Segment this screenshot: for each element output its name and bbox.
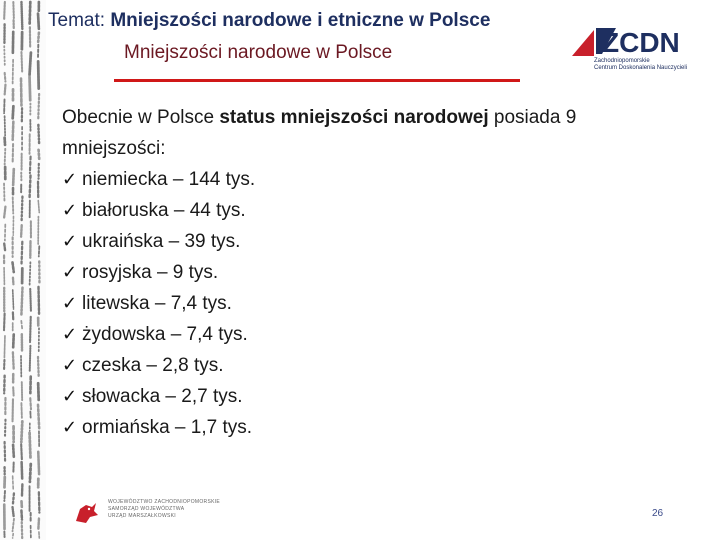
check-icon: ✓: [62, 262, 78, 283]
minority-label: rosyjska – 9 tys.: [82, 262, 219, 283]
intro-text-start: Obecnie w Polsce: [62, 107, 220, 128]
intro-text-end: posiada 9 mniejszości:: [62, 107, 577, 159]
minority-list: ✓ niemiecka – 144 tys. ✓ białoruska – 44 ty…: [62, 164, 662, 443]
logo-subtitle-line2: Centrum Doskonalenia Nauczycieli: [594, 65, 688, 71]
logo-red-triangle: [572, 30, 594, 56]
minority-item: ✓ ukraińska – 39 tys.: [62, 226, 662, 257]
slide-subtitle: Mniejszości narodowe w Polsce: [124, 42, 393, 63]
minority-label: niemiecka – 144 tys.: [82, 169, 256, 190]
minority-label: żydowska – 7,4 tys.: [82, 324, 248, 345]
check-icon: ✓: [62, 231, 78, 252]
logo-blue-shape: [596, 28, 616, 54]
minority-label: ormiańska – 1,7 tys.: [82, 417, 253, 438]
title-underline: [114, 79, 520, 82]
intro-text-bold: status mniejszości narodowej: [219, 107, 489, 128]
check-icon: ✓: [62, 355, 78, 376]
check-icon: ✓: [62, 386, 78, 407]
footer-logo-line3: URZĄD MARSZAŁKOWSKI: [108, 513, 176, 519]
minority-item: ✓ żydowska – 7,4 tys.: [62, 319, 662, 350]
minority-label: czeska – 2,8 tys.: [82, 355, 224, 376]
check-icon: ✓: [62, 169, 78, 190]
footer-logo-line2: SAMORZĄD WOJEWÓDZTWA: [108, 506, 185, 512]
page-number: 26: [652, 508, 664, 519]
minority-label: ukraińska – 39 tys.: [82, 231, 241, 252]
minority-item: ✓ niemiecka – 144 tys.: [62, 164, 662, 195]
minority-label: słowacka – 2,7 tys.: [82, 386, 243, 407]
slide-title: Temat: Mniejszości narodowe i etniczne w…: [48, 10, 490, 32]
title-prefix: Temat:: [48, 10, 111, 31]
griffin-crest-icon: [76, 503, 98, 523]
check-icon: ✓: [62, 417, 78, 438]
check-icon: ✓: [62, 200, 78, 221]
intro-paragraph: Obecnie w Polsce status mniejszości naro…: [62, 102, 662, 164]
minority-item: ✓ ormiańska – 1,7 tys.: [62, 412, 662, 443]
handwriting-image: [2, 0, 41, 540]
title-topic: Mniejszości narodowe i etniczne w Polsce: [110, 10, 491, 31]
minority-item: ✓ czeska – 2,8 tys.: [62, 350, 662, 381]
manuscript-decoration: [0, 0, 46, 540]
check-icon: ✓: [62, 324, 78, 345]
logo-subtitle-line1: Zachodniopomorskie: [594, 58, 650, 64]
footer-logo: WOJEWÓDZTWO ZACHODNIOPOMORSKIE SAMORZĄD …: [72, 497, 220, 529]
zcdn-logo: ZCDN Zachodniopomorskie Centrum Doskonal…: [572, 26, 688, 74]
minority-item: ✓ litewska – 7,4 tys.: [62, 288, 662, 319]
minority-label: litewska – 7,4 tys.: [82, 293, 232, 314]
minority-item: ✓ słowacka – 2,7 tys.: [62, 381, 662, 412]
zcdn-logo-mark: ZCDN: [572, 27, 680, 56]
footer-logo-line1: WOJEWÓDZTWO ZACHODNIOPOMORSKIE: [108, 499, 221, 505]
minority-item: ✓ białoruska – 44 tys.: [62, 195, 662, 226]
minority-item: ✓ rosyjska – 9 tys.: [62, 257, 662, 288]
check-icon: ✓: [62, 293, 78, 314]
logo-wordmark: ZCDN: [602, 27, 680, 56]
slide-body: Obecnie w Polsce status mniejszości naro…: [62, 102, 662, 443]
minority-label: białoruska – 44 tys.: [82, 200, 246, 221]
